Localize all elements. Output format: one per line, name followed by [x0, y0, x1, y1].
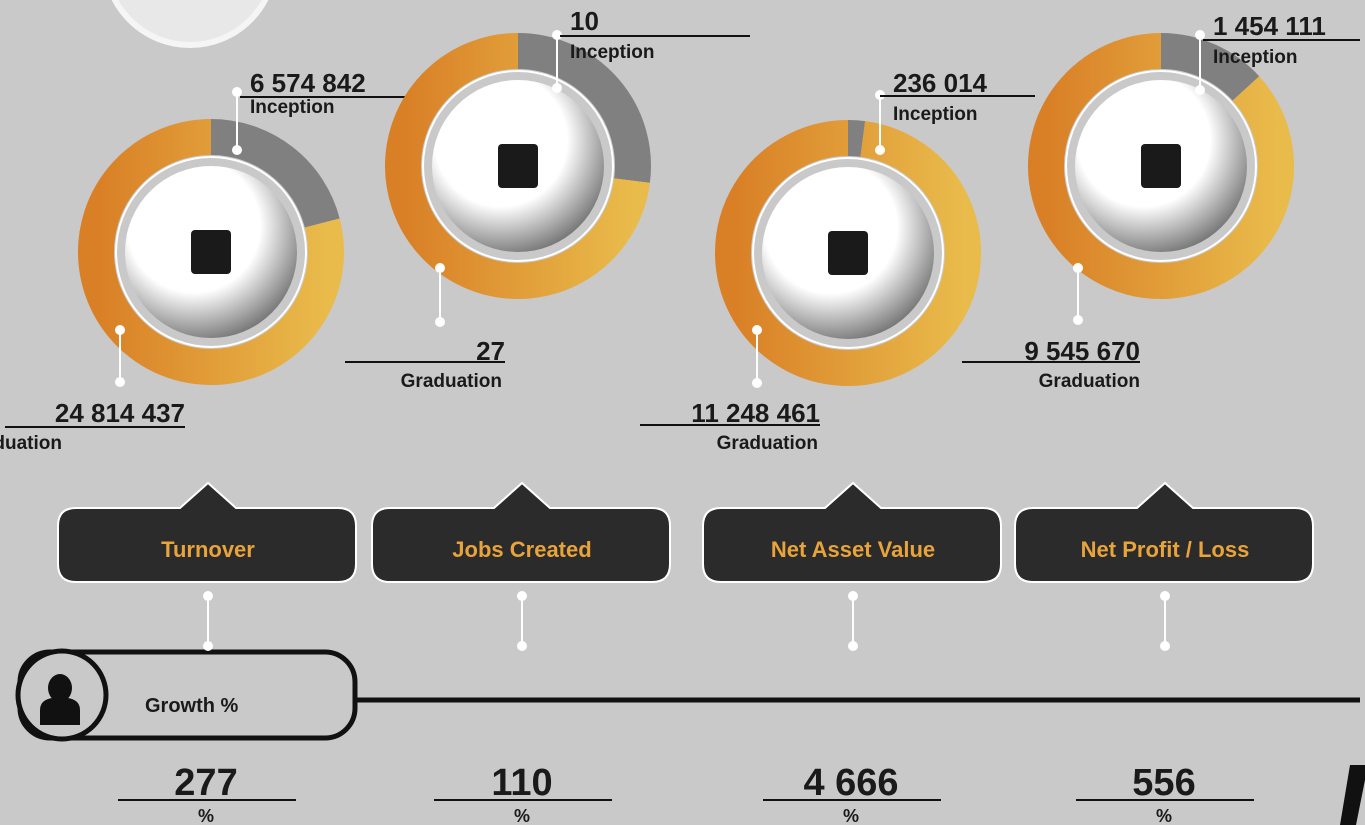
growth-unit: %: [514, 806, 530, 825]
inception-value: 1 454 111: [1213, 11, 1326, 41]
graduation-value: 11 248 461: [691, 398, 820, 428]
leader-dot: [115, 325, 125, 335]
inception-label: Inception: [570, 42, 654, 63]
title-box: [1014, 481, 1314, 583]
title-box: [371, 481, 671, 583]
leader-dot: [203, 591, 213, 601]
leader-dot: [203, 641, 213, 651]
donut-segment: [715, 120, 981, 386]
growth-unit: %: [1156, 806, 1172, 825]
chart-title: Net Profit / Loss: [1081, 537, 1250, 562]
leader-dot: [517, 641, 527, 651]
growth-value: 556: [1132, 762, 1195, 804]
chart-title: Turnover: [161, 537, 255, 562]
leader-dot: [848, 591, 858, 601]
inner-ring: [1065, 70, 1257, 262]
donut-segment: [847, 120, 866, 157]
chart-title: Net Asset Value: [771, 537, 935, 562]
icon: [828, 231, 868, 275]
leader-dot: [1160, 591, 1170, 601]
inception-value: 6 574 842: [250, 68, 366, 98]
leader-dot: [1073, 315, 1083, 325]
leader-dot: [1195, 85, 1205, 95]
leader-dot: [1160, 641, 1170, 651]
person-icon: [40, 674, 80, 725]
donut-segment: [385, 33, 650, 299]
donut-segment: [210, 119, 340, 229]
inception-value: 10: [570, 6, 599, 36]
donut-segment: [1028, 33, 1294, 299]
leader-dot: [517, 591, 527, 601]
leader-dot: [232, 145, 242, 155]
growth-value: 110: [491, 762, 552, 804]
growth-value: 4 666: [803, 762, 898, 804]
inception-value: 236 014: [893, 68, 988, 98]
inner-ring: [752, 157, 944, 349]
donut-segment: [1160, 33, 1260, 102]
leader-dot: [115, 377, 125, 387]
growth-unit: %: [198, 806, 214, 825]
inception-label: Inception: [1213, 47, 1297, 68]
icon: [1141, 144, 1181, 188]
growth-value: 277: [174, 762, 237, 804]
leader-dot: [752, 378, 762, 388]
leader-dot: [552, 83, 562, 93]
logo: [1340, 765, 1365, 825]
inception-label: Inception: [250, 97, 334, 118]
growth-unit: %: [843, 806, 859, 825]
icon: [191, 230, 231, 274]
graduation-label: Graduation: [717, 433, 818, 454]
leader-dot: [752, 325, 762, 335]
growth-title: Growth %: [145, 695, 239, 717]
title-box: [702, 481, 1002, 583]
photo: [111, 0, 269, 48]
title-box: [57, 481, 357, 583]
leader-dot: [1195, 30, 1205, 40]
leader-dot: [1073, 263, 1083, 273]
chart-title: Jobs Created: [452, 537, 591, 562]
inner-ring: [115, 156, 307, 348]
leader-dot: [435, 263, 445, 273]
inception-label: Inception: [893, 104, 977, 125]
graduation-label: Graduation: [1039, 371, 1140, 392]
leader-dot: [435, 317, 445, 327]
leader-dot: [875, 145, 885, 155]
donut-segment: [517, 33, 651, 183]
leader-dot: [848, 641, 858, 651]
leader-dot: [552, 30, 562, 40]
donut-segment: [78, 119, 344, 385]
graduation-value: 24 814 437: [55, 398, 185, 428]
icon: [498, 144, 538, 188]
leader-dot: [232, 87, 242, 97]
graduation-label: Graduation: [401, 371, 502, 392]
inner-ring: [422, 70, 614, 262]
graduation-label: Graduation: [0, 433, 62, 454]
